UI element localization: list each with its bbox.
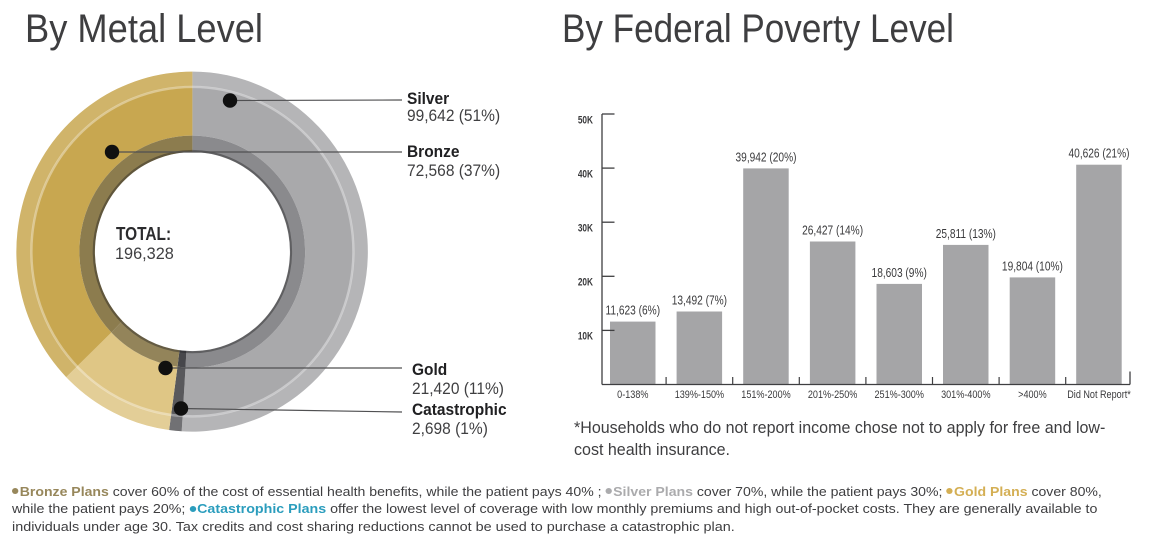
svg-text:39,942 (20%): 39,942 (20%) [736,150,797,165]
svg-text:139%-150%: 139%-150% [675,389,724,401]
svg-text:>400%: >400% [1018,389,1047,401]
svg-text:40,626 (21%): 40,626 (21%) [1069,146,1130,161]
svg-text:20K: 20K [578,277,593,289]
svg-text:30K: 30K [578,223,593,235]
svg-text:40K: 40K [578,168,593,180]
svg-text:18,603 (9%): 18,603 (9%) [872,266,927,281]
svg-text:201%-250%: 201%-250% [808,389,857,401]
svg-text:11,623 (6%): 11,623 (6%) [606,303,661,318]
svg-text:301%-400%: 301%-400% [941,389,990,401]
svg-text:151%-200%: 151%-200% [741,389,790,401]
svg-text:50K: 50K [578,114,593,126]
svg-text:Did Not Report*: Did Not Report* [1067,389,1131,401]
svg-text:13,492 (7%): 13,492 (7%) [672,293,727,308]
svg-text:26,427 (14%): 26,427 (14%) [802,223,863,238]
svg-text:10K: 10K [578,331,593,343]
svg-text:251%-300%: 251%-300% [874,389,923,401]
svg-text:19,804 (10%): 19,804 (10%) [1002,259,1063,274]
svg-text:0-138%: 0-138% [617,389,648,401]
svg-text:25,811 (13%): 25,811 (13%) [936,227,996,242]
